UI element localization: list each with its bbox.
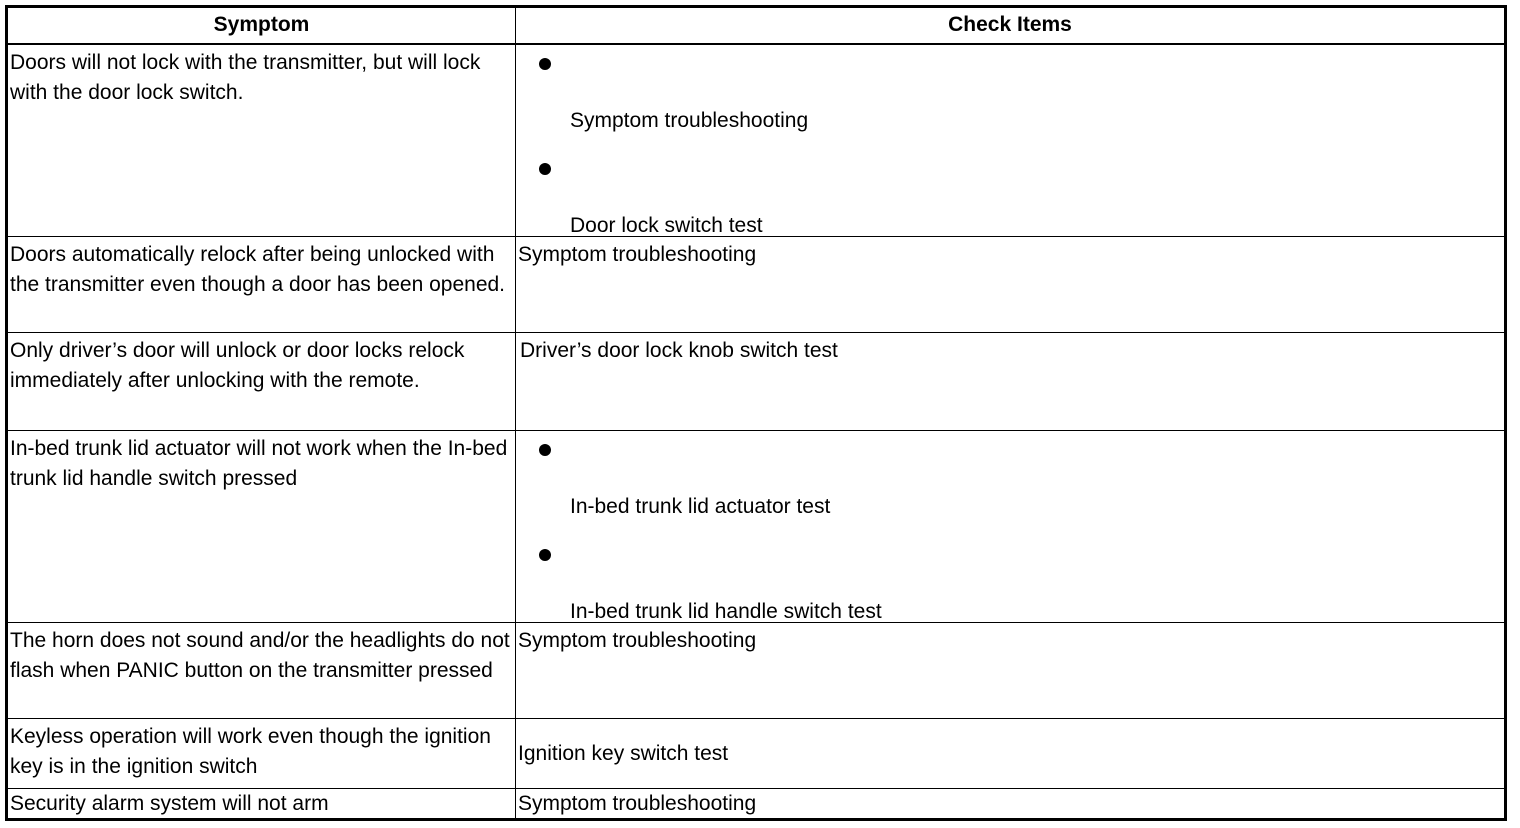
symptom-cell: In-bed trunk lid actuator will not work … (8, 431, 516, 622)
bullet-item: Symptom troubleshooting (516, 48, 1504, 153)
bullet-icon (539, 163, 551, 175)
table-row: Keyless operation will work even though … (8, 719, 1504, 789)
check-items-cell: Symptom troubleshooting Door lock switch… (516, 45, 1504, 237)
symptom-cell: Keyless operation will work even though … (8, 719, 516, 788)
table-row: Doors automatically relock after being u… (8, 237, 1504, 333)
header-check-items: Check Items (948, 13, 1072, 36)
table-row: The horn does not sound and/or the headl… (8, 623, 1504, 719)
check-items-cell: Symptom troubleshooting (518, 243, 757, 266)
table-row: Doors will not lock with the transmitter… (8, 45, 1504, 237)
check-items-cell: In-bed trunk lid actuator test In-bed tr… (516, 431, 1504, 623)
table-row: Security alarm system will not arm Sympt… (8, 789, 1504, 818)
bullet-item: Door lock switch test (516, 153, 1504, 258)
symptom-cell: Doors automatically relock after being u… (8, 237, 516, 332)
symptom-cell: Only driver’s door will unlock or door l… (8, 333, 516, 430)
symptom-cell: Doors will not lock with the transmitter… (8, 45, 516, 236)
symptom-table: Symptom Check Items Doors will not lock … (5, 5, 1507, 821)
symptom-cell: The horn does not sound and/or the headl… (8, 623, 516, 718)
check-item: Symptom troubleshooting (570, 109, 809, 132)
check-items-cell: Symptom troubleshooting (518, 792, 757, 815)
bullet-item: In-bed trunk lid handle switch test (516, 539, 1504, 644)
check-item: In-bed trunk lid handle switch test (570, 600, 882, 623)
table-row: In-bed trunk lid actuator will not work … (8, 431, 1504, 623)
bullet-item: In-bed trunk lid actuator test (516, 434, 1504, 539)
table-row: Only driver’s door will unlock or door l… (8, 333, 1504, 431)
bullet-icon (539, 549, 551, 561)
check-item: Ignition key switch test (518, 741, 729, 765)
check-items-cell: Symptom troubleshooting (518, 629, 757, 652)
header-symptom: Symptom (8, 8, 516, 43)
check-item: In-bed trunk lid actuator test (570, 495, 831, 518)
symptom-cell: Security alarm system will not arm (8, 789, 516, 818)
check-items-cell: Driver’s door lock knob switch test (520, 339, 838, 362)
bullet-icon (539, 58, 551, 70)
bullet-icon (539, 444, 551, 456)
table-header-row: Symptom Check Items (8, 8, 1504, 45)
check-item: Door lock switch test (570, 214, 763, 237)
check-items-cell: Ignition key switch test (516, 719, 1504, 788)
